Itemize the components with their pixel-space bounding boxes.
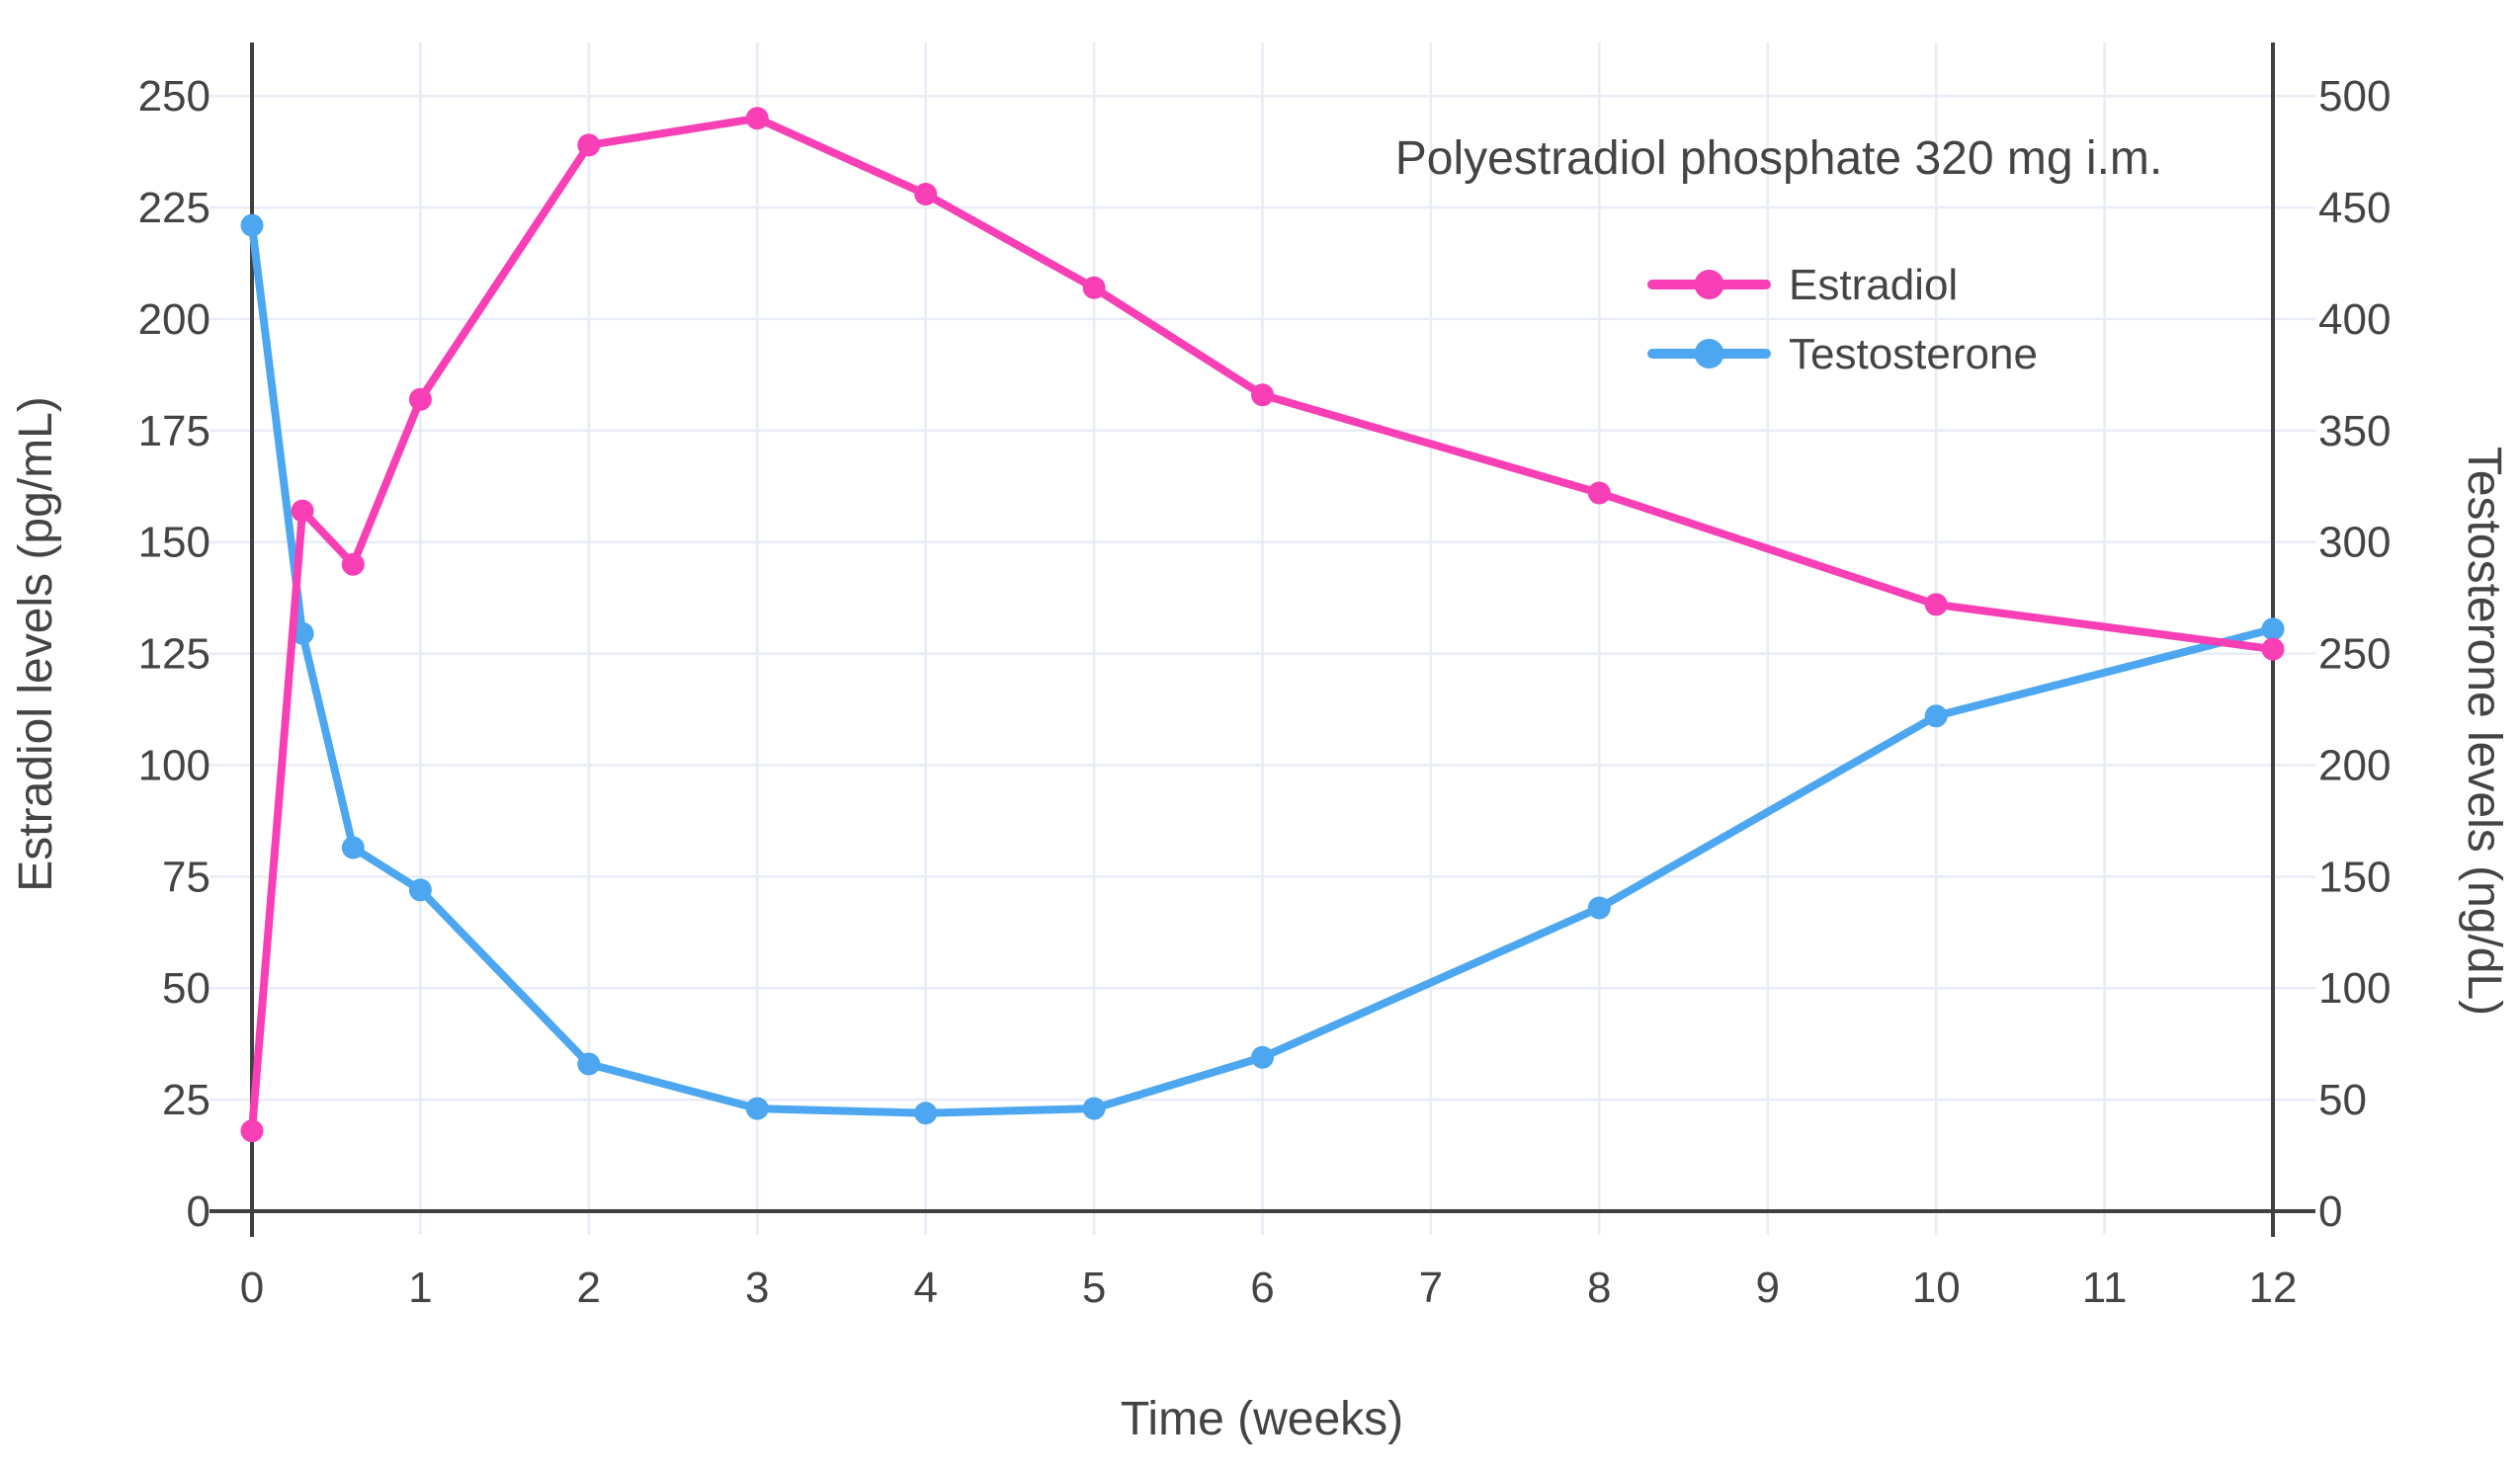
estradiol-point [240,1119,264,1143]
legend-item-estradiol: Estradiol [1647,261,1958,309]
left-tick-label: 50 [162,964,210,1013]
right-tick-labels: 0 50 100 150 200 250 300 350 400 450 500 [2318,72,2391,1236]
right-tick-label: 350 [2318,407,2391,455]
x-tick-label: 2 [577,1264,601,1312]
legend-testosterone-label: Testosterone [1789,330,2038,378]
x-tick-label: 7 [1419,1264,1443,1312]
series-testosterone [240,213,2285,1125]
legend-item-testosterone: Testosterone [1647,330,2038,378]
x-tick-label: 9 [1756,1264,1780,1312]
chart-annotation: Polyestradiol phosphate 320 mg i.m. [1395,132,2162,185]
left-tick-label: 100 [138,742,210,790]
x-tick-label: 1 [408,1264,432,1312]
left-tick-label: 200 [138,295,210,344]
x-tick-label: 10 [1912,1264,1961,1312]
estradiol-point [291,499,314,523]
testosterone-point [1924,704,1948,728]
testosterone-point [914,1102,938,1125]
legend-testosterone-marker [1694,339,1724,368]
right-tick-label: 150 [2318,853,2391,901]
left-tick-label: 75 [162,853,210,901]
testosterone-point [1082,1097,1106,1120]
estradiol-point [914,183,938,205]
testosterone-point [2261,617,2285,641]
x-tick-label: 8 [1587,1264,1611,1312]
estradiol-point [745,107,769,130]
estradiol-point [1587,481,1611,505]
estradiol-point [1251,383,1274,407]
right-y-axis-title: Testosterone levels (ng/dL) [2458,447,2510,1016]
estradiol-point [408,387,432,411]
x-tick-label: 4 [913,1264,937,1312]
left-tick-label: 0 [187,1187,210,1236]
left-tick-label: 175 [138,407,210,455]
x-tick-labels: 0 1 2 3 4 5 6 7 8 9 10 11 12 [240,1264,2298,1312]
x-tick-label: 0 [240,1264,264,1312]
testosterone-point [745,1097,769,1120]
left-y-axis-title: Estradiol levels (pg/mL) [10,396,62,892]
left-tick-label: 150 [138,519,210,567]
legend: Estradiol Testosterone [1647,261,2038,378]
gridlines-vertical [419,42,2106,1211]
left-tick-label: 225 [138,184,210,232]
x-axis-title: Time (weeks) [1121,1393,1403,1445]
right-tick-label: 250 [2318,630,2391,679]
estradiol-point [341,552,365,576]
right-tick-label: 300 [2318,519,2391,567]
testosterone-point [577,1052,601,1076]
gridlines-horizontal [252,94,2273,1102]
chart-labels: Polyestradiol phosphate 320 mg i.m. Time… [10,132,2510,1445]
right-tick-label: 50 [2318,1076,2367,1124]
testosterone-point [408,878,432,902]
x-tick-label: 12 [2249,1264,2298,1312]
left-tick-label: 25 [162,1076,210,1124]
testosterone-point [341,836,365,859]
right-tick-label: 400 [2318,295,2391,344]
right-tick-label: 450 [2318,184,2391,232]
right-tick-label: 200 [2318,742,2391,790]
estradiol-line [248,114,2277,1135]
left-tick-label: 250 [138,72,210,121]
estradiol-point [1924,593,1948,616]
x-tick-label: 3 [745,1264,769,1312]
testosterone-point [1251,1045,1274,1069]
left-tick-label: 125 [138,630,210,679]
right-tick-label: 0 [2318,1187,2342,1236]
x-tick-label: 5 [1082,1264,1106,1312]
estradiol-point [1082,276,1106,299]
testosterone-point [1587,896,1611,920]
legend-estradiol-label: Estradiol [1789,261,1958,309]
series-estradiol [240,107,2285,1143]
axis-ticks [210,94,2315,1235]
testosterone-line [248,221,2277,1117]
x-tick-label: 11 [2082,1264,2128,1312]
right-tick-label: 500 [2318,72,2391,121]
testosterone-point [240,213,264,237]
right-tick-label: 100 [2318,964,2391,1013]
x-tick-label: 6 [1250,1264,1274,1312]
estradiol-point [577,133,601,157]
legend-estradiol-marker [1694,270,1724,299]
left-tick-labels: 0 25 50 75 100 125 150 175 200 225 250 [138,72,210,1236]
estradiol-point [2261,637,2285,661]
